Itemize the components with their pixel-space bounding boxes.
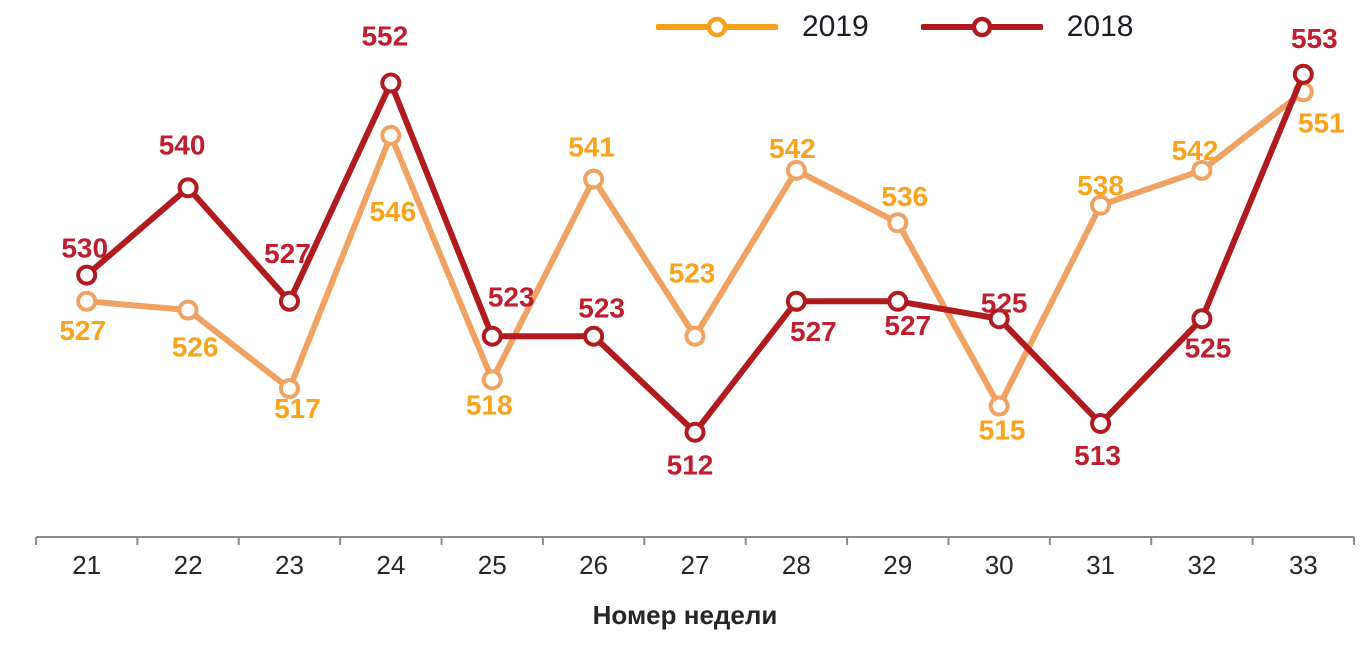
x-tick-label-31: 31 [1086,550,1115,580]
chart-legend: 2019 2018 [656,12,1134,42]
data-label-2019-week-31: 538 [1077,170,1124,201]
marker-2018-week-31 [1090,413,1112,435]
data-label-2019-week-28: 542 [769,133,816,164]
marker-2019-week-30 [988,395,1010,417]
marker-2018-week-30 [988,308,1010,330]
x-tick-label-23: 23 [275,550,304,580]
data-label-2019-week-22: 526 [172,332,219,363]
marker-2019-week-21 [76,290,98,312]
data-label-2018-week-33: 553 [1291,23,1338,54]
x-tick-label-22: 22 [174,550,203,580]
marker-2019-week-29 [887,212,909,234]
data-label-2018-week-22: 540 [159,129,206,160]
data-label-2018-week-29: 527 [884,310,931,341]
marker-2018-week-24 [380,72,402,94]
marker-2019-week-24 [380,124,402,146]
data-label-2018-week-31: 513 [1074,440,1121,471]
data-label-2019-week-21: 527 [59,315,106,346]
legend-label-2019: 2019 [802,10,869,43]
legend-item-2019: 2019 [656,12,869,42]
marker-2019-week-22 [177,299,199,321]
data-label-2019-week-30: 515 [979,415,1026,446]
x-tick-label-27: 27 [681,550,710,580]
marker-2018-week-29 [887,290,909,312]
marker-2019-week-26 [583,168,605,190]
x-tick-label-25: 25 [478,550,507,580]
data-label-2019-week-24: 546 [369,196,416,227]
marker-2019-week-28 [785,159,807,181]
x-tick-label-29: 29 [883,550,912,580]
marker-2019-week-23 [278,378,300,400]
x-tick-label-33: 33 [1289,550,1318,580]
x-tick-label-21: 21 [72,550,101,580]
marker-2019-week-25 [481,369,503,391]
x-axis-title: Номер недели [592,600,778,630]
data-label-2019-week-23: 517 [274,393,321,424]
data-label-2019-week-29: 536 [881,181,928,212]
marker-2018-week-21 [76,264,98,286]
x-tick-label-32: 32 [1187,550,1216,580]
x-tick-label-26: 26 [579,550,608,580]
data-label-2019-week-25: 518 [466,389,513,420]
marker-2018-week-33 [1292,63,1314,85]
legend-label-2018: 2018 [1066,10,1134,43]
legend-swatch-2019-icon [656,16,778,38]
marker-2018-week-23 [278,290,300,312]
data-label-2018-week-23: 527 [264,238,311,269]
marker-2019-week-31 [1090,194,1112,216]
legend-swatch-2018-icon [920,16,1043,38]
data-label-2018-week-26: 523 [578,293,625,324]
marker-2019-week-27 [684,325,706,347]
data-label-2018-week-27: 512 [667,450,714,481]
data-label-2019-week-33: 551 [1298,107,1345,138]
data-label-2018-week-30: 525 [981,287,1028,318]
data-label-2018-week-25: 523 [488,282,535,313]
data-label-2018-week-24: 552 [361,21,408,52]
marker-2019-week-32 [1191,159,1213,181]
data-label-2019-week-32: 542 [1172,135,1219,166]
data-label-2019-week-27: 523 [669,258,716,289]
marker-2018-week-27 [684,421,706,443]
data-label-2018-week-32: 525 [1185,332,1232,363]
x-tick-label-28: 28 [782,550,811,580]
marker-2018-week-32 [1191,308,1213,330]
data-label-2018-week-21: 530 [61,233,108,264]
marker-2018-week-26 [583,325,605,347]
marker-2018-week-25 [481,325,503,347]
legend-item-2018: 2018 [920,10,1134,43]
x-tick-label-24: 24 [376,550,405,580]
x-tick-label-30: 30 [985,550,1014,580]
data-label-2018-week-28: 527 [790,316,837,347]
data-label-2019-week-26: 541 [568,132,615,163]
marker-2018-week-22 [177,177,199,199]
marker-2018-week-28 [785,290,807,312]
